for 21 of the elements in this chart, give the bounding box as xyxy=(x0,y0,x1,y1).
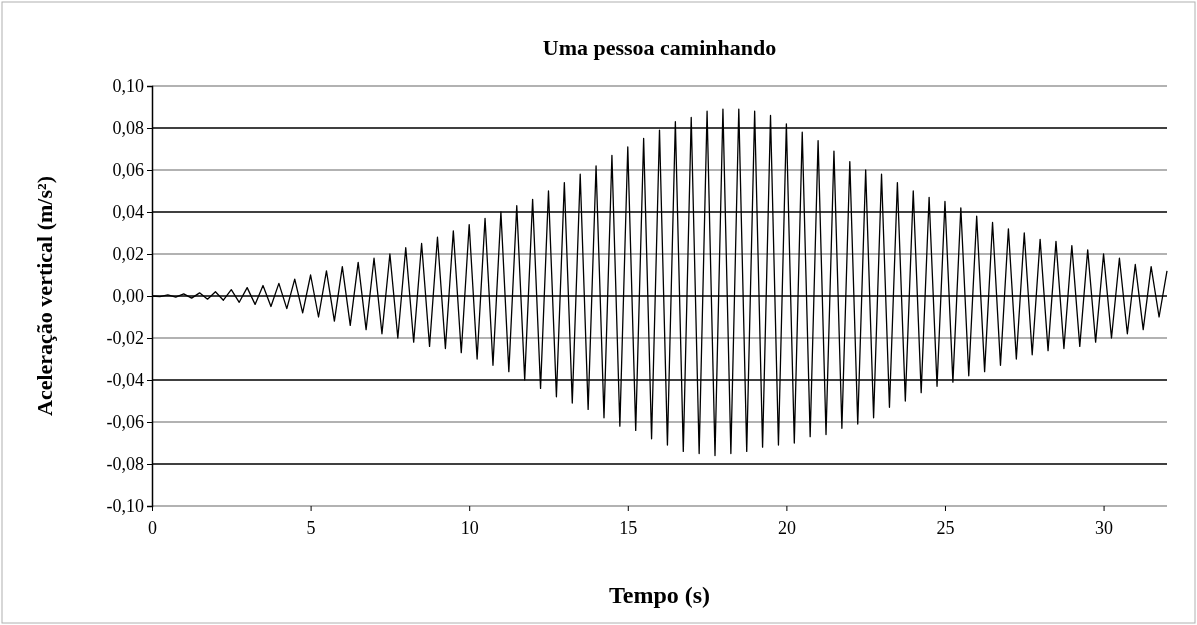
y-tick-label: -0,10 xyxy=(106,496,144,517)
y-tick-label: 0,06 xyxy=(112,160,144,181)
y-tick-label: -0,02 xyxy=(106,328,144,349)
y-tick-label: -0,04 xyxy=(106,370,144,391)
x-tick-label: 15 xyxy=(619,517,638,538)
y-tick-label: 0,04 xyxy=(112,202,144,223)
y-tick-label: -0,08 xyxy=(106,454,144,475)
x-tick-label: 0 xyxy=(148,517,157,538)
chart-title: Uma pessoa caminhando xyxy=(542,35,777,60)
y-tick-label: 0,10 xyxy=(112,76,144,97)
x-tick-label: 30 xyxy=(1095,517,1114,538)
x-tick-label: 10 xyxy=(460,517,479,538)
y-tick-label: 0,00 xyxy=(112,286,144,307)
y-tick-label: 0,02 xyxy=(112,244,144,265)
y-tick-label: -0,06 xyxy=(106,412,144,433)
x-tick-label: 25 xyxy=(936,517,955,538)
y-axis-title: Aceleração vertical (m/s²) xyxy=(32,176,57,416)
x-axis-title: Tempo (s) xyxy=(608,582,711,608)
y-tick-label: 0,08 xyxy=(112,118,144,139)
x-tick-label: 5 xyxy=(306,517,316,538)
x-tick-label: 20 xyxy=(777,517,796,538)
